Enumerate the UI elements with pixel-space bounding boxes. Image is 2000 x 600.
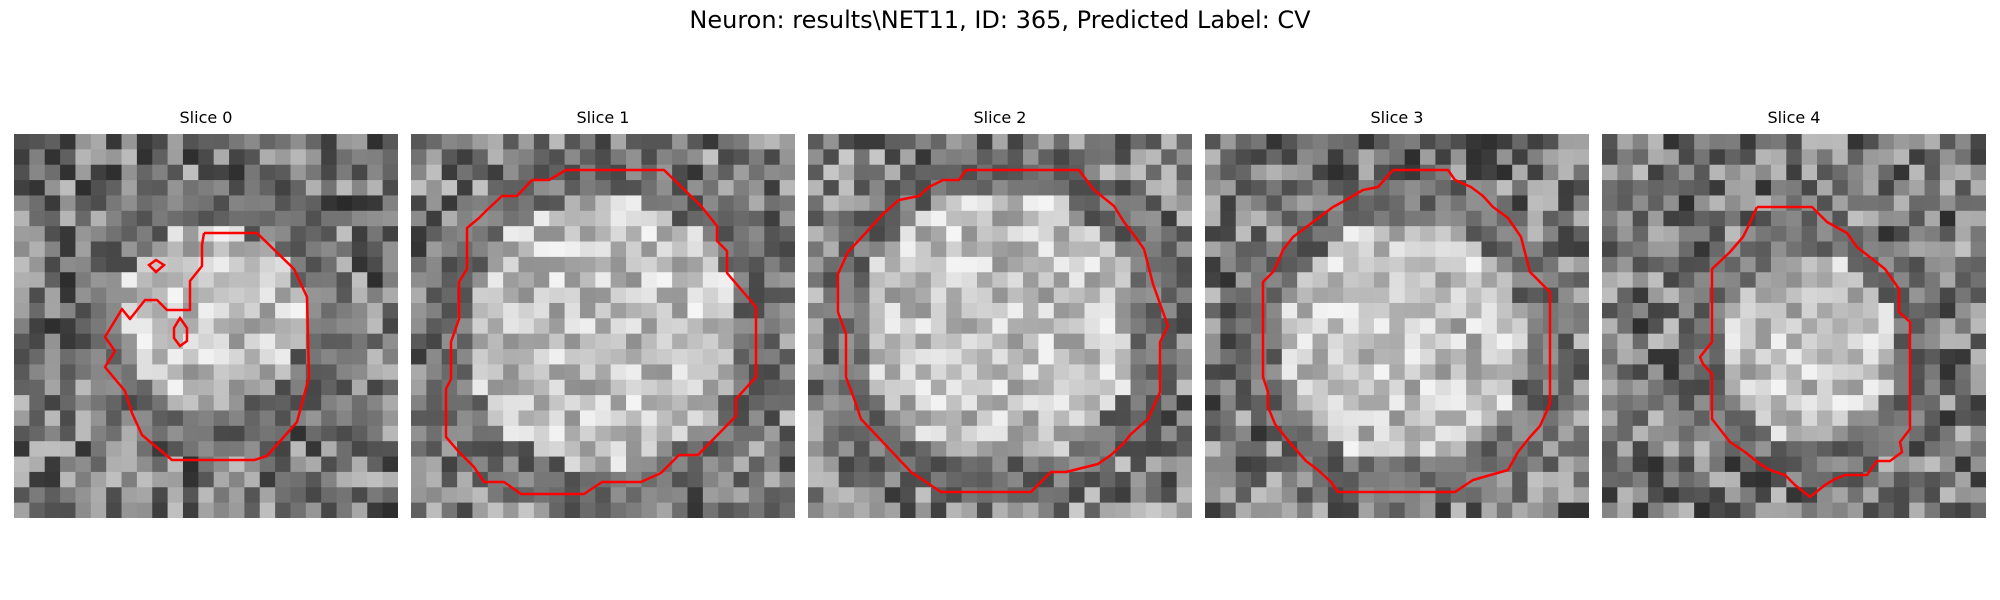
slice-image-3 — [1205, 134, 1589, 518]
slice-image-4 — [1602, 134, 1986, 518]
slice-image-1 — [411, 134, 795, 518]
grayscale-pixels — [1602, 134, 1986, 518]
slice-title-0: Slice 0 — [179, 108, 233, 127]
grayscale-pixels — [808, 134, 1192, 518]
segmentation-contour — [836, 168, 1170, 494]
grayscale-pixels — [14, 134, 398, 518]
slice-title-3: Slice 3 — [1370, 108, 1424, 127]
segmentation-contour — [1261, 168, 1552, 494]
slice-image-0 — [14, 134, 398, 518]
segmentation-contour — [1698, 205, 1912, 499]
slice-image-2 — [808, 134, 1192, 518]
slice-title-2: Slice 2 — [973, 108, 1027, 127]
slice-title-4: Slice 4 — [1767, 108, 1821, 127]
segmentation-contour — [444, 168, 758, 496]
segmentation-contour — [103, 231, 311, 462]
slice-title-1: Slice 1 — [576, 108, 630, 127]
grayscale-pixels — [411, 134, 795, 518]
figure-title: Neuron: results\NET11, ID: 365, Predicte… — [689, 6, 1311, 34]
